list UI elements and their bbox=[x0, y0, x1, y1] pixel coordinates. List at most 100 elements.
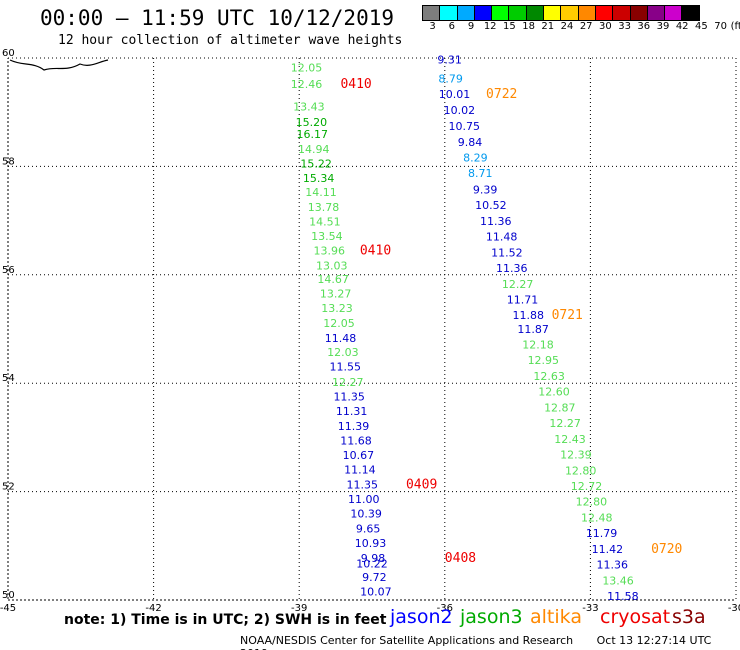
pass-time-label: 0410 bbox=[360, 244, 391, 259]
legend-label: 24 bbox=[560, 21, 574, 32]
wave-height-label: 12.27 bbox=[549, 417, 581, 430]
pass-time-label: 0409 bbox=[406, 477, 437, 492]
wave-height-label: 11.58 bbox=[607, 590, 639, 603]
credit-text: NOAA/NESDIS Center for Satellite Applica… bbox=[240, 634, 574, 647]
legend-label: 6 bbox=[448, 21, 455, 32]
legend-label: 27 bbox=[579, 21, 593, 32]
legend-label: 36 bbox=[637, 21, 651, 32]
wave-height-label: 9.72 bbox=[362, 571, 387, 584]
satellite-legend-jason2: jason2 bbox=[390, 606, 453, 628]
wave-height-label: 11.87 bbox=[517, 323, 549, 336]
map-frame bbox=[7, 57, 737, 601]
wave-height-label: 11.71 bbox=[507, 294, 539, 307]
wave-height-label: 10.52 bbox=[475, 199, 507, 212]
wave-height-label: 11.48 bbox=[325, 332, 357, 345]
wave-height-label: 13.54 bbox=[311, 230, 343, 243]
wave-height-label: 12.43 bbox=[554, 433, 586, 446]
wave-height-label: 12.60 bbox=[538, 386, 570, 399]
page-subtitle: 12 hour collection of altimeter wave hei… bbox=[58, 33, 403, 48]
wave-height-label: 15.34 bbox=[303, 172, 335, 185]
lon-tick-label: -39 bbox=[291, 603, 307, 614]
wave-height-label: 11.79 bbox=[586, 527, 618, 540]
generated-timestamp: Oct 13 12:27:14 UTC 2019 bbox=[240, 634, 712, 650]
wave-height-label: 13.46 bbox=[602, 574, 634, 587]
wave-height-label: 12.48 bbox=[581, 511, 613, 524]
lon-tick-label: -45 bbox=[0, 603, 16, 614]
wave-height-label: 11.35 bbox=[347, 478, 379, 491]
pass-time-label: 0721 bbox=[552, 308, 583, 323]
lon-tick-label: -42 bbox=[145, 603, 161, 614]
wave-height-label: 12.03 bbox=[327, 346, 359, 359]
lon-tick-label: -33 bbox=[582, 603, 598, 614]
pass-time-label: 0720 bbox=[651, 542, 682, 557]
wave-height-label: 14.11 bbox=[305, 186, 337, 199]
legend-label: 12 bbox=[483, 21, 497, 32]
legend-label: 30 bbox=[599, 21, 612, 32]
wave-height-label: 10.22 bbox=[356, 557, 388, 570]
wave-height-label: 11.14 bbox=[344, 464, 376, 477]
legend-label: 70 bbox=[714, 21, 727, 32]
wave-height-label: 12.46 bbox=[291, 78, 323, 91]
pass-time-label: 0722 bbox=[486, 87, 517, 102]
wave-height-label: 9.31 bbox=[437, 53, 462, 66]
satellite-legend-cryosat: cryosat bbox=[600, 606, 671, 628]
wave-height-label: 11.39 bbox=[338, 420, 370, 433]
wave-height-label: 10.75 bbox=[448, 120, 480, 133]
pass-time-label: 0410 bbox=[340, 77, 371, 92]
legend-label: 9 bbox=[467, 21, 475, 32]
legend-label: 15 bbox=[503, 21, 516, 32]
wave-height-label: 11.55 bbox=[330, 361, 362, 374]
wave-height-label: 12.27 bbox=[502, 278, 534, 291]
wave-height-label: 16.17 bbox=[297, 128, 329, 141]
wave-height-label: 9.65 bbox=[356, 522, 381, 535]
satellite-legend-jason3: jason3 bbox=[460, 606, 523, 628]
legend-label: 18 bbox=[522, 21, 535, 32]
wave-height-label: 11.52 bbox=[491, 246, 523, 259]
wave-height-label: 15.20 bbox=[296, 116, 328, 129]
wave-height-label: 10.01 bbox=[439, 88, 471, 101]
legend-unit: (ft) bbox=[730, 21, 740, 32]
lat-tick-label: 56 bbox=[2, 265, 15, 276]
wave-height-label: 10.93 bbox=[355, 537, 387, 550]
wave-height-label: 11.68 bbox=[340, 434, 372, 447]
wave-height-label: 14.67 bbox=[317, 273, 349, 286]
wave-height-label: 12.27 bbox=[332, 376, 364, 389]
color-scale-legend bbox=[422, 5, 700, 21]
wave-height-label: 10.07 bbox=[360, 586, 392, 599]
legend-label: 42 bbox=[675, 21, 689, 32]
wave-height-label: 13.23 bbox=[321, 302, 353, 315]
wave-height-label: 14.51 bbox=[309, 215, 341, 228]
wave-height-label: 8.29 bbox=[463, 152, 488, 165]
wave-height-label: 12.05 bbox=[291, 62, 323, 75]
satellite-legend-s3a: s3a bbox=[672, 606, 706, 628]
page-title: 00:00 – 11:59 UTC 10/12/2019 bbox=[40, 6, 395, 30]
legend-label: 3 bbox=[429, 21, 436, 32]
lat-tick-label: 52 bbox=[2, 482, 15, 493]
legend-label: 21 bbox=[541, 21, 555, 32]
wave-height-label: 12.39 bbox=[560, 449, 592, 462]
wave-height-label: 13.43 bbox=[293, 101, 325, 114]
wave-height-label: 9.84 bbox=[458, 136, 483, 149]
wave-height-label: 12.87 bbox=[544, 401, 576, 414]
lat-tick-label: 60 bbox=[2, 48, 15, 59]
wave-height-label: 12.80 bbox=[576, 496, 608, 509]
lon-tick-label: -30 bbox=[728, 603, 740, 614]
wave-height-label: 12.72 bbox=[571, 480, 603, 493]
wave-height-label: 11.36 bbox=[480, 215, 512, 228]
pass-time-label: 0408 bbox=[445, 551, 476, 566]
wave-height-label: 13.03 bbox=[316, 259, 348, 272]
wave-height-label: 15.22 bbox=[300, 157, 332, 170]
legend-label: 39 bbox=[656, 21, 670, 32]
wave-height-label: 8.71 bbox=[468, 167, 493, 180]
wave-height-label: 11.36 bbox=[596, 559, 628, 572]
wave-height-label: 8.79 bbox=[438, 72, 463, 85]
wave-height-label: 11.31 bbox=[336, 405, 368, 418]
wave-height-label: 12.95 bbox=[528, 354, 560, 367]
wave-height-label: 9.98 bbox=[361, 552, 386, 565]
lon-tick-label: -36 bbox=[437, 603, 453, 614]
wave-height-label: 13.27 bbox=[320, 288, 352, 301]
units-note: note: 1) Time is in UTC; 2) SWH is in fe… bbox=[64, 612, 387, 628]
wave-height-label: 13.78 bbox=[308, 201, 340, 214]
